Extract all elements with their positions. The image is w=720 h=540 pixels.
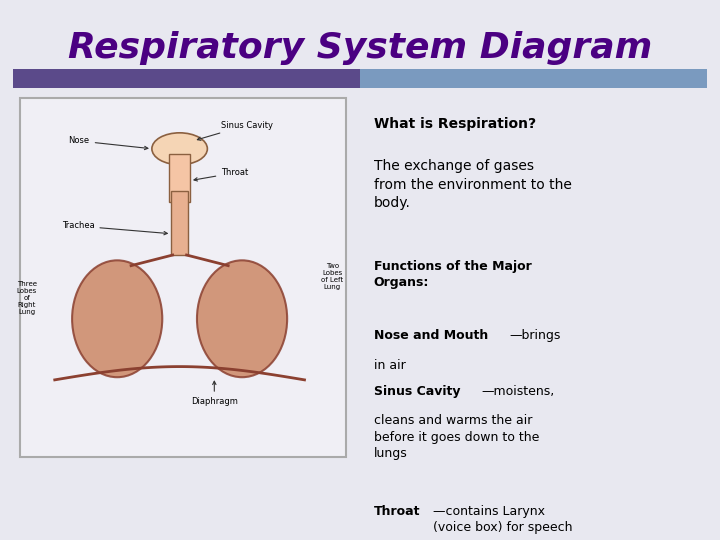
Text: Throat: Throat	[194, 168, 248, 181]
FancyBboxPatch shape	[169, 154, 190, 202]
Text: cleans and warms the air
before it goes down to the
lungs: cleans and warms the air before it goes …	[374, 414, 539, 461]
Text: Respiratory System Diagram: Respiratory System Diagram	[68, 31, 652, 65]
Text: Trachea: Trachea	[62, 221, 167, 235]
Text: Throat: Throat	[374, 505, 420, 518]
Text: Diaphragm: Diaphragm	[191, 381, 238, 406]
FancyBboxPatch shape	[13, 69, 360, 87]
Text: Nose and Mouth: Nose and Mouth	[374, 329, 488, 342]
Text: Sinus Cavity: Sinus Cavity	[374, 385, 460, 398]
Text: Nose: Nose	[68, 137, 148, 150]
Text: Sinus Cavity: Sinus Cavity	[197, 120, 274, 140]
FancyBboxPatch shape	[360, 69, 707, 87]
FancyBboxPatch shape	[20, 98, 346, 457]
FancyBboxPatch shape	[171, 191, 188, 255]
Text: What is Respiration?: What is Respiration?	[374, 117, 536, 131]
Text: —moistens,: —moistens,	[482, 385, 554, 398]
Text: The exchange of gases
from the environment to the
body.: The exchange of gases from the environme…	[374, 159, 572, 210]
Ellipse shape	[152, 133, 207, 165]
Text: Two
Lobes
of Left
Lung: Two Lobes of Left Lung	[321, 263, 343, 290]
Text: —brings: —brings	[509, 329, 561, 342]
Text: —contains Larynx
(voice box) for speech: —contains Larynx (voice box) for speech	[433, 505, 572, 534]
Ellipse shape	[197, 260, 287, 377]
Ellipse shape	[72, 260, 162, 377]
Text: Three
Lobes
of
Right
Lung: Three Lobes of Right Lung	[17, 280, 37, 314]
Text: Functions of the Major
Organs:: Functions of the Major Organs:	[374, 260, 531, 289]
Text: in air: in air	[374, 359, 405, 372]
